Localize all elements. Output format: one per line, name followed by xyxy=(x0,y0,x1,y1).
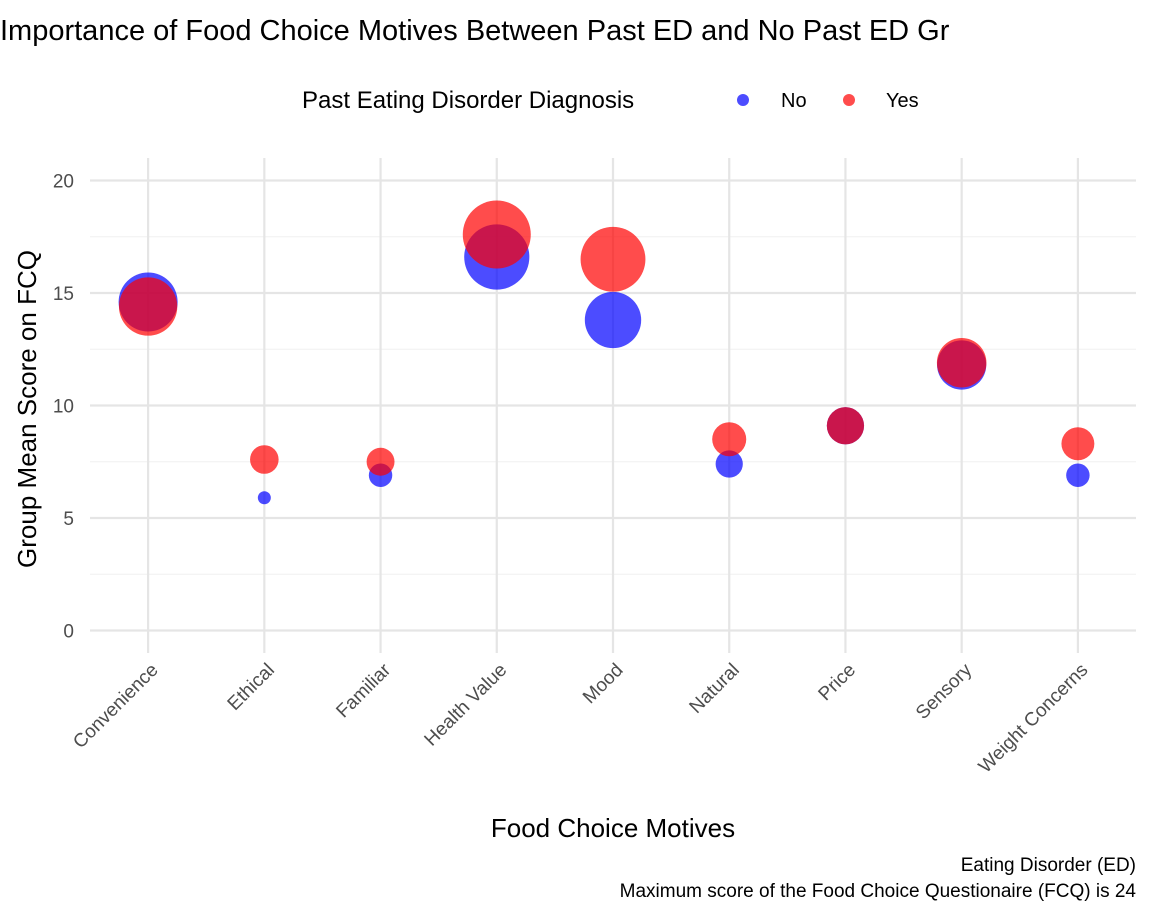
point-no xyxy=(584,291,642,349)
point-no xyxy=(715,450,743,478)
x-axis-ticks: Convenience Ethical Familiar Health Value Mo… xyxy=(69,659,1092,777)
caption-line-2: Maximum score of the Food Choice Questio… xyxy=(620,881,1137,902)
point-yes xyxy=(580,226,646,292)
legend-title: Past Eating Disorder Diagnosis xyxy=(302,87,634,114)
x-tick-label: Weight Concerns xyxy=(975,660,1093,778)
data-points xyxy=(118,200,1095,505)
y-tick-label: 5 xyxy=(63,509,74,530)
point-yes xyxy=(1061,427,1095,461)
caption-line-1: Eating Disorder (ED) xyxy=(961,855,1136,876)
y-tick-label: 20 xyxy=(53,172,74,193)
chart-title: Importance of Food Choice Motives Betwee… xyxy=(0,15,950,47)
point-yes xyxy=(250,445,279,474)
y-tick-label: 15 xyxy=(53,284,74,305)
legend-label-yes: Yes xyxy=(886,90,919,112)
y-axis-title: Group Mean Score on FCQ xyxy=(12,250,42,568)
legend-key-no xyxy=(737,94,749,106)
y-tick-label: 0 xyxy=(63,622,74,643)
y-axis-ticks: 0 5 10 15 20 xyxy=(53,172,74,643)
point-yes xyxy=(118,277,178,336)
legend-key-yes xyxy=(843,94,855,106)
y-tick-label: 10 xyxy=(53,397,74,418)
x-tick-label: Ethical xyxy=(224,660,279,715)
point-yes xyxy=(826,407,865,445)
grid-layer xyxy=(90,158,1136,653)
x-tick-label: Mood xyxy=(579,660,627,708)
x-tick-label: Natural xyxy=(686,660,744,718)
point-no xyxy=(257,491,271,505)
point-no xyxy=(1066,463,1090,487)
x-tick-label: Sensory xyxy=(912,659,976,723)
x-tick-label: Convenience xyxy=(69,660,162,753)
x-tick-label: Price xyxy=(815,660,860,705)
x-tick-label: Familiar xyxy=(332,659,395,722)
point-yes xyxy=(712,422,747,457)
point-yes xyxy=(936,337,987,388)
point-yes xyxy=(366,447,395,476)
point-yes xyxy=(462,200,531,269)
x-tick-label: Health Value xyxy=(421,660,512,751)
legend: Past Eating Disorder Diagnosis No Yes xyxy=(302,87,919,114)
x-axis-title: Food Choice Motives xyxy=(491,813,735,843)
legend-label-no: No xyxy=(781,90,807,112)
